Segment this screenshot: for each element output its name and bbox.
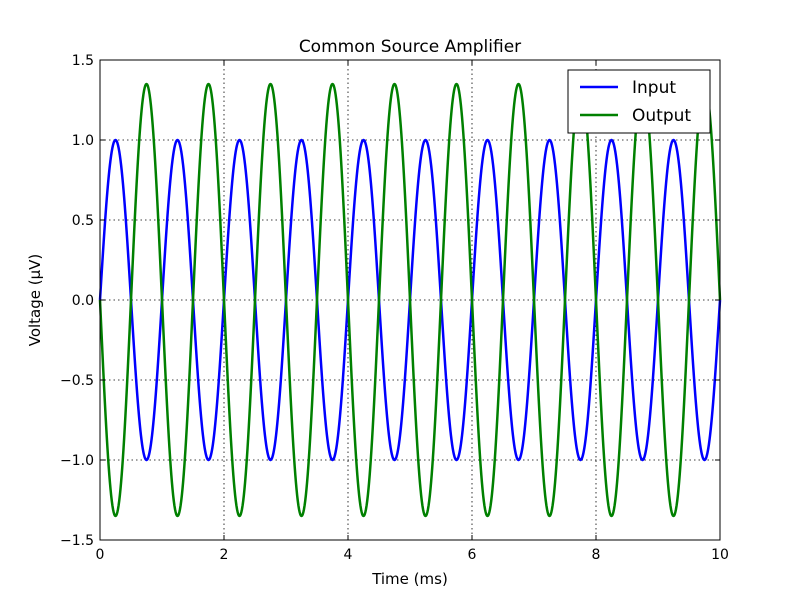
x-tick-label: 6 xyxy=(468,547,477,563)
x-tick-label: 4 xyxy=(344,547,353,563)
x-tick-label: 8 xyxy=(592,547,601,563)
y-tick-label: −1.5 xyxy=(60,533,94,549)
x-tick-label: 0 xyxy=(96,547,105,563)
legend-label-output: Output xyxy=(632,106,691,126)
y-axis-label: Voltage (μV) xyxy=(26,254,44,347)
x-tick-label: 10 xyxy=(711,547,729,563)
legend-label-input: Input xyxy=(632,78,676,98)
x-tick-label: 2 xyxy=(220,547,229,563)
legend: Input Output xyxy=(568,70,710,133)
chart-title: Common Source Amplifier xyxy=(299,37,521,57)
y-tick-label: 1.5 xyxy=(72,53,94,69)
y-tick-label: 0.0 xyxy=(72,293,94,309)
y-tick-label: −0.5 xyxy=(60,373,94,389)
y-tick-label: −1.0 xyxy=(60,453,94,469)
x-axis-label: Time (ms) xyxy=(371,570,448,588)
y-tick-label: 0.5 xyxy=(72,213,94,229)
y-tick-label: 1.0 xyxy=(72,133,94,149)
